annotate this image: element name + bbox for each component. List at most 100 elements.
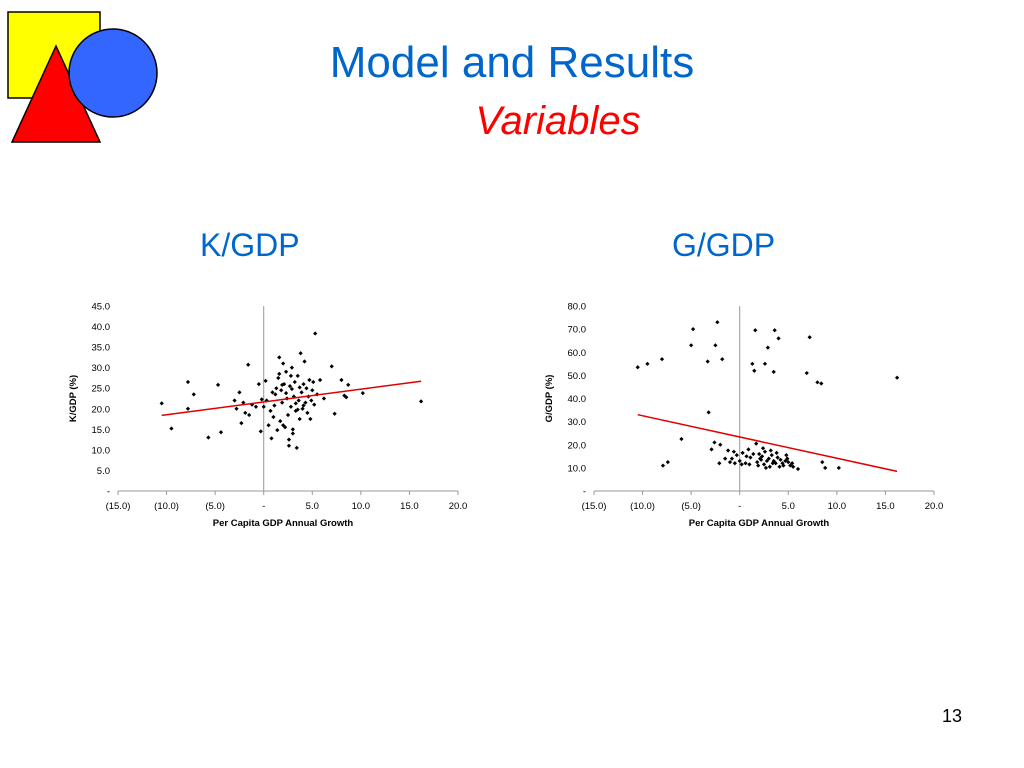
trend-line [637, 413, 898, 473]
data-point [300, 406, 305, 411]
data-point [283, 369, 289, 374]
data-point [305, 410, 310, 416]
y-tick-label: 15.0 [92, 425, 111, 436]
y-tick-label: 30.0 [568, 417, 587, 428]
data-point [308, 416, 313, 422]
data-point [705, 359, 710, 364]
data-point [277, 355, 282, 360]
data-point [185, 379, 191, 385]
data-point [689, 343, 694, 348]
data-point [776, 336, 781, 341]
data-point [185, 406, 191, 411]
data-point [774, 450, 779, 455]
data-point [232, 398, 237, 403]
left-chart-heading: K/GDP [200, 227, 300, 263]
data-point [159, 401, 164, 406]
data-point [281, 361, 286, 366]
data-point [729, 456, 735, 461]
data-point [690, 327, 696, 332]
g-gdp-scatter-chart: - 10.0 20.0 30.0 40.0 50.0 60.0 70.0 80.0 (15.0) (… [544, 302, 944, 530]
data-point [765, 345, 771, 350]
data-point [169, 426, 174, 431]
x-tick-label: 15.0 [400, 501, 419, 512]
y-tick-label: 5.0 [97, 466, 110, 477]
data-point [256, 381, 261, 387]
data-point [777, 464, 782, 469]
data-point [750, 361, 755, 366]
data-point [206, 435, 211, 440]
data-point [734, 453, 739, 458]
data-point [757, 451, 762, 457]
x-axis-title: Per Capita GDP Annual Growth [689, 518, 830, 529]
data-point [346, 382, 351, 388]
data-point [760, 446, 766, 451]
x-tick-label: 20.0 [925, 501, 944, 512]
data-point [836, 465, 841, 470]
x-tick-label: (15.0) [582, 501, 607, 512]
data-point [298, 351, 303, 356]
data-point [299, 390, 304, 395]
k-gdp-scatter-chart: - 5.0 10.0 15.0 20.0 25.0 30.0 35.0 40.0 45.0 (15.… [68, 302, 467, 530]
data-point [820, 459, 825, 465]
data-point [717, 461, 722, 466]
y-tick-label: 70.0 [568, 325, 587, 336]
x-tick-label: (5.0) [681, 501, 701, 512]
data-point [768, 448, 773, 453]
data-point [752, 368, 757, 373]
data-point [769, 453, 774, 458]
data-point [288, 404, 294, 409]
data-point [339, 377, 344, 383]
y-tick-label: 30.0 [92, 363, 111, 374]
data-point [263, 378, 268, 383]
data-point [191, 392, 196, 397]
data-point [293, 401, 298, 406]
data-point [332, 411, 337, 416]
data-point [296, 398, 301, 403]
x-axis-title: Per Capita GDP Annual Growth [213, 518, 354, 529]
data-point [288, 373, 294, 379]
x-tick-label: 10.0 [352, 501, 371, 512]
data-point [645, 361, 650, 366]
data-point [737, 458, 742, 464]
x-tick-label: (5.0) [205, 501, 225, 512]
data-point [239, 421, 244, 426]
right-chart-heading: G/GDP [672, 227, 776, 263]
data-point [762, 361, 768, 366]
data-point [290, 427, 295, 432]
data-point [280, 400, 285, 405]
data-point [665, 459, 670, 465]
data-point [360, 391, 365, 396]
y-tick-label: 20.0 [92, 404, 111, 415]
y-tick-label: 20.0 [568, 440, 587, 451]
data-point [218, 430, 224, 435]
data-point [276, 375, 281, 381]
data-point [753, 328, 758, 333]
data-point [795, 466, 801, 472]
data-point [713, 343, 718, 348]
x-tick-label: 5.0 [782, 501, 795, 512]
data-point [751, 451, 756, 457]
data-point [290, 431, 295, 436]
data-point [277, 371, 282, 376]
data-point [718, 442, 723, 447]
data-point [247, 412, 252, 418]
data-point [740, 450, 745, 455]
data-point [731, 449, 737, 454]
data-point [297, 416, 302, 422]
data-point [268, 408, 273, 413]
data-point [757, 456, 763, 461]
data-point [292, 379, 297, 385]
data-point [266, 423, 271, 428]
data-point [709, 447, 714, 452]
data-point [294, 445, 299, 450]
y-tick-label: 40.0 [92, 322, 111, 333]
data-point [258, 429, 263, 434]
data-point [747, 462, 752, 467]
data-point [746, 447, 751, 452]
data-point [234, 406, 239, 411]
data-point [766, 456, 771, 461]
data-point [418, 399, 424, 404]
y-tick-label: 10.0 [568, 463, 587, 474]
data-point [289, 365, 295, 370]
data-point [287, 384, 293, 389]
